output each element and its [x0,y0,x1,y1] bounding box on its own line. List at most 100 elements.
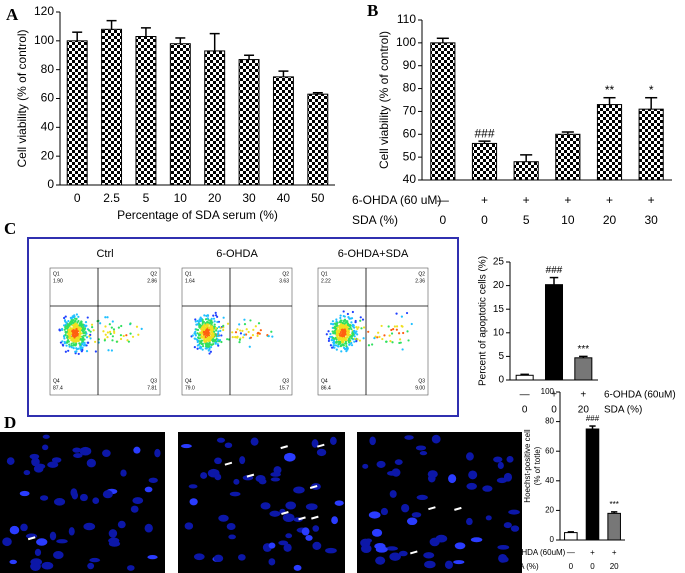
flow-dot [203,340,206,344]
flow-dot [346,312,349,316]
flow-dot [335,318,338,321]
nucleus [424,560,436,569]
bar [66,40,88,186]
panel-letter: C [4,219,16,238]
flow-dot [70,319,73,322]
flow-dot [78,330,82,334]
flow-dot [120,324,123,328]
flow-dot [391,341,394,344]
quadrant-value: 87.4 [53,385,63,391]
nucleus [233,478,240,485]
nucleus [385,546,398,551]
nucleus [510,525,520,532]
nucleus [415,445,427,451]
quadrant-value: 86.4 [321,385,331,391]
flow-dot [205,343,208,347]
flow-dot [256,331,260,335]
flow-dot [214,314,218,317]
flow-dot [104,333,107,336]
flow-dot [210,325,214,328]
nucleus [334,500,344,506]
flow-dot [359,316,362,319]
flow-dot [346,331,349,334]
quadrant-name: Q4 [321,378,328,384]
bar [638,108,664,181]
flow-dot [340,344,343,347]
significance: ** [605,83,615,97]
nucleus [239,456,246,465]
flow-dot [74,319,77,323]
nucleus [448,474,457,484]
nucleus [498,553,508,563]
flow-dot [198,342,202,345]
nucleus [497,544,510,550]
flow-dot [222,324,225,327]
nucleus [47,461,59,468]
flow-dot [270,330,273,333]
condition-value: 0 [590,562,595,571]
flow-dot [252,328,255,331]
nucleus [2,537,12,547]
flow-dot [197,337,200,340]
nucleus [406,517,418,526]
significance: * [649,83,654,97]
y-tick-label: 25 [493,257,505,268]
nucleus [49,531,57,541]
flow-dot [242,336,245,339]
flow-dot [387,325,390,328]
nucleus [301,527,310,536]
nucleus [79,446,92,456]
y-axis-label: (% of totle) [533,446,542,485]
condition-value: — [567,548,575,557]
nucleus [120,469,127,477]
nucleus [331,516,338,525]
bar [471,142,498,181]
flow-dot [64,325,67,328]
flow-dot [238,341,241,344]
nucleus [503,472,513,482]
flow-dot [356,338,359,341]
flow-dot [103,339,106,342]
nucleus [389,490,397,498]
nucleus [375,546,388,553]
flow-dot [333,346,336,349]
flow-dot [346,348,349,351]
arrow [309,485,318,489]
flow-dot [383,334,386,337]
flow-dot [135,325,139,328]
nucleus [293,486,305,494]
flow-dot [75,317,78,320]
flow-dot [210,329,213,332]
condition-value: 30 [644,213,658,227]
condition-value: 20 [578,405,590,416]
bar [430,42,456,181]
panel-letter: B [367,1,378,20]
flow-dot [340,350,343,353]
condition-label: SDA (%) [508,562,539,571]
nucleus [224,442,233,449]
nucleus [427,470,438,479]
flow-dot [208,321,211,325]
condition-value: 0 [522,405,528,416]
flow-dot [367,330,370,333]
flow-dot [254,325,257,328]
nucleus [214,457,222,465]
nucleus [144,486,153,493]
nucleus [270,477,281,482]
flow-dot [342,310,345,313]
flow-dot [65,344,68,347]
flow-dot [390,332,394,335]
y-tick-label: 40 [545,476,554,485]
flow-dot [65,321,68,324]
flow-dot [330,322,333,326]
flow-dot [205,326,208,329]
flow-dot [207,336,210,339]
nucleus [68,527,75,536]
flow-dot [207,343,210,346]
y-axis-label: Percent of apoptotic cells (%) [478,256,489,386]
flow-dot [202,331,206,334]
nucleus [79,493,88,502]
nucleus [360,538,371,548]
